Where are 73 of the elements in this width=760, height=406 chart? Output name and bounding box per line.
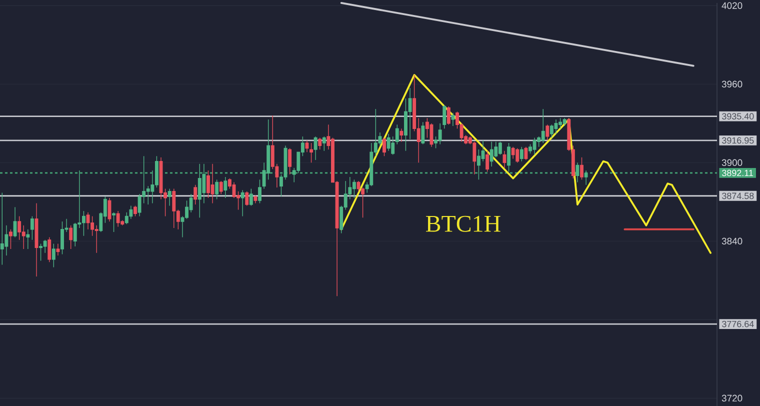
candlestick xyxy=(116,210,120,228)
candlestick xyxy=(524,146,528,160)
candlestick xyxy=(305,140,309,153)
candlestick xyxy=(442,104,446,129)
candlestick xyxy=(314,136,318,160)
candlestick xyxy=(486,150,490,172)
candlestick xyxy=(352,179,356,198)
annotation: BTC1H xyxy=(426,216,500,232)
candlestick xyxy=(490,141,494,167)
candlestick xyxy=(391,136,395,156)
candlestick xyxy=(224,176,228,198)
candlestick xyxy=(13,206,17,238)
candlestick xyxy=(532,137,536,156)
candlestick xyxy=(168,188,172,206)
candlestick xyxy=(507,142,510,172)
candlestick xyxy=(554,119,558,134)
candlestick xyxy=(446,106,450,126)
candlestick xyxy=(9,229,12,250)
candlestick xyxy=(172,188,176,228)
candlestick xyxy=(30,216,34,240)
candlestick xyxy=(249,188,253,206)
candlestick xyxy=(400,128,404,142)
candlestick xyxy=(52,243,56,268)
candlestick xyxy=(26,229,30,250)
candlestick xyxy=(382,137,386,156)
candlestick xyxy=(194,184,198,205)
candlestick xyxy=(395,124,399,145)
candlestick xyxy=(56,243,60,256)
candlestick xyxy=(215,179,219,200)
candlestick xyxy=(421,122,425,145)
candlestick xyxy=(288,148,292,175)
candlestick xyxy=(34,202,38,277)
ref-line-label: 3874.58 xyxy=(722,192,754,200)
candlestick xyxy=(386,133,390,152)
candlestick xyxy=(245,191,249,206)
candlestick xyxy=(322,136,326,152)
candlestick xyxy=(562,118,566,126)
y-tick-label: 4020 xyxy=(722,2,742,9)
candlestick xyxy=(39,243,43,262)
y-tick-label: 3840 xyxy=(722,238,742,244)
candlestick xyxy=(69,225,73,250)
ref-line-label: 3935.40 xyxy=(722,113,754,120)
candlestick xyxy=(451,112,455,126)
candlestick xyxy=(112,212,116,232)
ref-line-label: 3776.64 xyxy=(722,320,754,328)
candlestick xyxy=(546,124,550,141)
candlestick xyxy=(258,179,262,204)
candlestick xyxy=(310,142,313,163)
candlestick xyxy=(210,164,214,204)
candlestick xyxy=(438,123,442,145)
candlestick xyxy=(198,164,202,218)
candlestick xyxy=(134,205,137,217)
candlestick xyxy=(516,148,520,163)
line-series xyxy=(340,74,712,254)
ref-line-label: 3916.95 xyxy=(722,137,754,144)
candlestick xyxy=(576,162,580,183)
candlestick xyxy=(254,194,258,204)
y-tick-label: 3720 xyxy=(722,394,742,402)
ref-line-label: 3892.11 xyxy=(722,170,754,176)
candlestick xyxy=(498,141,502,156)
candlestick xyxy=(48,236,52,262)
candlestick xyxy=(511,146,515,160)
candlestick xyxy=(219,180,223,194)
candlestick xyxy=(240,190,244,217)
candlestick xyxy=(580,157,584,180)
candlestick xyxy=(520,146,524,162)
candlestick xyxy=(0,192,4,266)
candlestick xyxy=(541,108,545,144)
y-tick-label: 3960 xyxy=(722,80,742,88)
candlestick xyxy=(584,170,588,186)
y-tick-label: 3900 xyxy=(722,159,742,166)
candlestick xyxy=(318,137,322,150)
candlestick xyxy=(502,150,506,168)
